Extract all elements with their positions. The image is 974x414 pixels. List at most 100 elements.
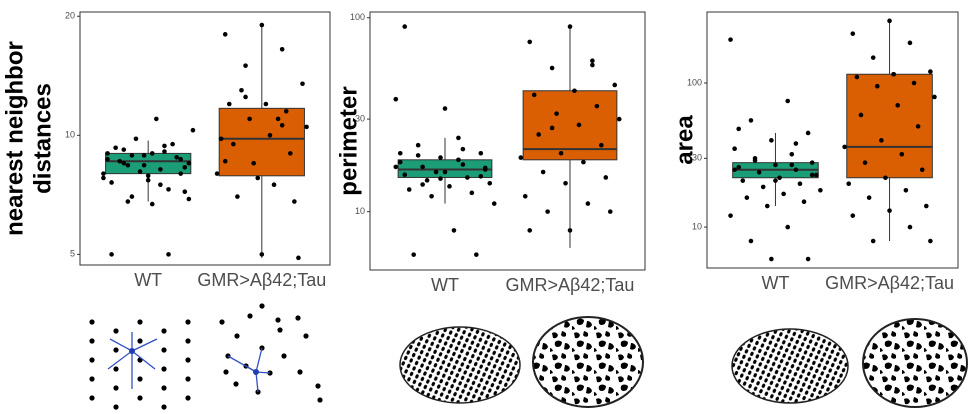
data-point [186,160,192,166]
x-tick-label: GMR>Aβ42;Tau [197,270,326,290]
data-point [182,189,188,195]
neighbor-link [255,371,259,393]
data-point [474,252,479,257]
data-point [572,88,577,94]
data-point [756,169,762,175]
data-point [850,213,856,218]
data-point [789,162,795,168]
y-tick-label: 100 [350,12,365,22]
data-point [797,181,803,187]
center-dot [129,348,135,354]
data-point [222,158,228,164]
data-point [866,195,872,200]
data-point [447,184,452,189]
ommatidia-wt [731,328,849,404]
data-point [728,37,733,42]
lattice-dot [89,395,95,401]
data-point [190,127,196,133]
data-point [805,130,811,136]
data-point [862,160,868,165]
lattice-dot [161,385,167,391]
data-point [460,162,466,167]
data-point [736,164,741,170]
data-point [891,71,896,77]
scatter-dot [295,315,301,321]
data-point [478,150,484,156]
data-point [438,155,443,160]
data-point [186,196,192,202]
data-point [304,124,309,130]
x-tick-label: WT [431,275,459,295]
data-point [567,228,573,233]
data-point [247,116,252,122]
data-point [424,178,430,183]
data-point [773,178,778,183]
data-point [101,171,106,176]
data-point [924,203,929,209]
data-point [263,101,269,107]
data-point [162,143,167,149]
lattice-dot [113,347,119,353]
data-point [895,103,901,108]
data-point [527,228,533,233]
data-point [858,112,864,118]
scatter-dot [315,383,321,389]
lattice-dot [185,319,191,325]
y-axis-label: perimeter [335,86,362,195]
data-point [558,150,564,156]
center-dot [253,369,259,375]
plot-frame [79,11,331,266]
lattice-dot [185,395,191,401]
data-point [769,256,774,262]
data-point [785,224,791,230]
lattice-dot [137,338,143,344]
data-point [813,172,819,178]
data-point [518,155,524,160]
data-point [785,98,791,104]
data-point [879,138,884,143]
data-point [850,31,856,36]
data-point [919,167,925,173]
data-point [842,144,847,150]
data-point [482,165,488,171]
neighbor-link [227,355,257,373]
ommatidia-disease [532,316,644,408]
y-tick-label: 10 [692,221,702,231]
scatter-dot [303,333,309,339]
data-point [585,201,591,206]
data-point [536,132,541,137]
data-point [271,182,277,188]
data-point [255,175,261,181]
data-point [932,94,937,100]
y-tick-label: 30 [692,153,702,163]
data-point [154,116,159,122]
data-point [279,122,285,128]
box [218,107,305,177]
data-point [243,94,248,100]
data-point [420,182,425,187]
data-point [549,65,555,71]
data-point [576,122,582,128]
data-point [887,18,892,24]
data-point [594,103,600,109]
data-point [133,136,139,142]
data-point [402,24,408,29]
y-tick-label: 5 [70,249,75,259]
data-point [397,159,403,165]
plot-frame [369,11,646,271]
data-point [170,141,175,147]
x-tick-label: GMR>Aβ42;Tau [506,275,635,295]
data-point [899,151,905,157]
data-point [420,164,425,170]
data-point [393,96,399,102]
lattice-dot [89,376,95,382]
data-point [174,154,179,160]
neighbor-link [255,347,263,373]
data-point [748,238,754,244]
data-point [928,238,933,244]
data-point [874,83,880,89]
data-point [928,69,933,74]
data-point [235,194,240,199]
data-point [121,160,127,166]
scatter-dot [259,303,265,309]
